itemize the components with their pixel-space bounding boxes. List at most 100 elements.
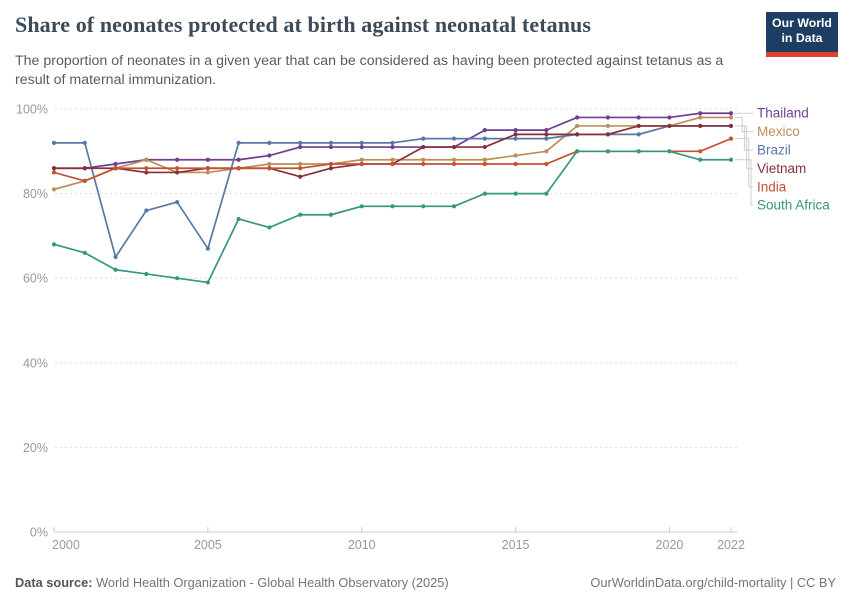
point-brazil-2019[interactable] [636,132,641,137]
legend-label-south-africa[interactable]: South Africa [757,198,830,213]
point-mexico-2000[interactable] [51,187,57,192]
point-south-africa-2000[interactable] [51,242,57,247]
point-india-2008[interactable] [298,166,303,171]
point-south-africa-2021[interactable] [698,157,703,162]
point-south-africa-2014[interactable] [482,191,487,196]
point-mexico-2017[interactable] [575,123,580,129]
credit-link[interactable]: OurWorldinData.org/child-mortality | CC … [590,575,836,590]
point-south-africa-2012[interactable] [421,204,426,209]
point-india-2022[interactable] [728,136,734,141]
point-brazil-2008[interactable] [298,140,303,145]
point-vietnam-2022[interactable] [728,123,734,129]
point-india-2010[interactable] [359,161,364,167]
point-south-africa-2010[interactable] [359,204,364,209]
point-brazil-2001[interactable] [82,140,87,145]
point-south-africa-2017[interactable] [575,149,580,154]
point-thailand-2007[interactable] [267,153,272,158]
point-brazil-2005[interactable] [205,246,210,251]
point-thailand-2016[interactable] [544,128,549,133]
point-mexico-2016[interactable] [544,149,549,154]
point-brazil-2000[interactable] [51,140,57,145]
point-mexico-2012[interactable] [421,157,426,162]
point-india-2003[interactable] [144,166,149,171]
point-india-2016[interactable] [544,161,549,167]
point-brazil-2004[interactable] [174,199,180,205]
point-brazil-2002[interactable] [113,254,118,260]
point-india-2007[interactable] [267,166,272,171]
point-brazil-2015[interactable] [513,136,518,141]
point-south-africa-2019[interactable] [636,149,641,154]
point-south-africa-2018[interactable] [605,149,611,154]
point-mexico-2018[interactable] [605,123,611,129]
point-thailand-2022[interactable] [728,111,734,116]
point-south-africa-2013[interactable] [451,204,457,209]
legend-label-vietnam[interactable]: Vietnam [757,161,806,176]
point-thailand-2021[interactable] [698,111,703,116]
point-vietnam-2020[interactable] [667,123,672,129]
point-south-africa-2022[interactable] [728,157,734,162]
point-vietnam-2015[interactable] [513,132,518,137]
point-brazil-2014[interactable] [482,136,487,141]
point-vietnam-2018[interactable] [605,132,611,137]
point-vietnam-2003[interactable] [144,170,149,175]
point-vietnam-2012[interactable] [421,144,426,150]
point-brazil-2010[interactable] [359,140,364,145]
point-south-africa-2016[interactable] [544,191,549,196]
point-india-2002[interactable] [113,166,118,171]
legend-label-thailand[interactable]: Thailand [757,106,809,121]
point-thailand-2006[interactable] [236,157,241,162]
point-thailand-2011[interactable] [390,144,395,150]
point-thailand-2020[interactable] [667,115,672,120]
point-thailand-2018[interactable] [605,115,611,120]
point-south-africa-2004[interactable] [174,276,180,281]
point-thailand-2005[interactable] [205,157,210,162]
point-vietnam-2016[interactable] [544,132,549,137]
point-india-2001[interactable] [82,178,87,184]
point-south-africa-2001[interactable] [82,250,87,255]
point-brazil-2003[interactable] [144,208,149,213]
point-brazil-2007[interactable] [267,140,272,145]
point-mexico-2008[interactable] [298,161,303,167]
point-south-africa-2007[interactable] [267,225,272,230]
point-mexico-2003[interactable] [144,157,149,162]
point-brazil-2006[interactable] [236,140,241,145]
point-south-africa-2009[interactable] [328,212,334,217]
point-brazil-2012[interactable] [421,136,426,141]
point-india-2013[interactable] [451,161,457,167]
point-mexico-2005[interactable] [205,170,210,175]
point-thailand-2002[interactable] [113,161,118,167]
point-india-2015[interactable] [513,161,518,167]
point-vietnam-2019[interactable] [636,123,641,129]
point-india-2021[interactable] [698,149,703,154]
point-brazil-2011[interactable] [390,140,395,145]
point-mexico-2011[interactable] [390,157,395,162]
point-vietnam-2013[interactable] [451,144,457,150]
point-vietnam-2014[interactable] [482,144,487,150]
point-brazil-2009[interactable] [328,140,334,145]
point-thailand-2019[interactable] [636,115,641,120]
point-south-africa-2008[interactable] [298,212,303,217]
point-brazil-2013[interactable] [451,136,457,141]
point-india-2005[interactable] [205,166,210,171]
point-mexico-2013[interactable] [451,157,457,162]
point-vietnam-2021[interactable] [698,123,703,129]
point-india-2014[interactable] [482,161,487,167]
point-brazil-2016[interactable] [544,136,549,141]
point-vietnam-2000[interactable] [51,166,57,171]
point-mexico-2021[interactable] [698,115,703,120]
point-mexico-2015[interactable] [513,153,518,158]
point-india-2009[interactable] [328,161,334,167]
point-mexico-2022[interactable] [728,115,734,120]
point-india-2006[interactable] [236,166,241,171]
point-india-2012[interactable] [421,161,426,167]
point-mexico-2010[interactable] [359,157,364,162]
point-south-africa-2005[interactable] [205,280,210,285]
legend-label-brazil[interactable]: Brazil [757,143,791,158]
point-vietnam-2017[interactable] [575,132,580,137]
point-india-2011[interactable] [390,161,395,167]
point-vietnam-2001[interactable] [82,166,87,171]
point-south-africa-2020[interactable] [667,149,672,154]
legend-label-mexico[interactable]: Mexico [757,124,800,139]
point-vietnam-2008[interactable] [298,174,303,179]
line-south-africa[interactable] [53,150,732,284]
